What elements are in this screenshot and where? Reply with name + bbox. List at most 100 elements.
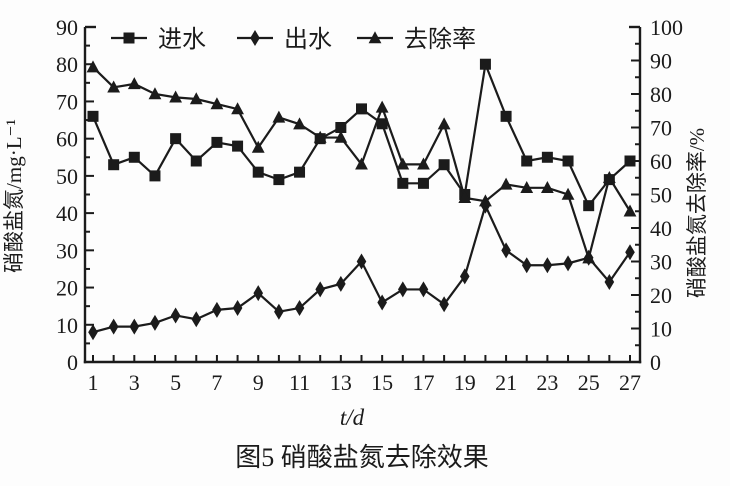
triangle-marker bbox=[127, 77, 141, 90]
x-tick-label: 11 bbox=[289, 370, 310, 395]
triangle-marker bbox=[375, 100, 389, 113]
x-tick-label: 7 bbox=[211, 370, 222, 395]
left-tick-label: 80 bbox=[56, 52, 78, 77]
square-marker bbox=[541, 151, 553, 163]
diamond-marker bbox=[88, 324, 98, 341]
triangle-marker bbox=[561, 187, 575, 200]
diamond-marker bbox=[604, 273, 615, 290]
diamond-marker bbox=[253, 285, 264, 302]
x-tick-label: 21 bbox=[495, 370, 517, 395]
triangle-marker bbox=[602, 170, 616, 183]
triangle-marker bbox=[396, 157, 410, 170]
square-marker bbox=[479, 58, 491, 70]
x-tick-label: 5 bbox=[170, 370, 181, 395]
diamond-marker bbox=[336, 275, 346, 292]
square-marker bbox=[376, 118, 388, 130]
square-marker bbox=[211, 136, 223, 148]
diamond-marker bbox=[150, 314, 160, 331]
diamond-marker bbox=[232, 300, 243, 317]
series-influent bbox=[87, 58, 636, 212]
triangle-marker bbox=[210, 97, 224, 110]
legend-label: 出水 bbox=[284, 26, 332, 53]
diamond-marker bbox=[250, 30, 260, 46]
right-tick-label: 20 bbox=[650, 283, 672, 308]
left-tick-label: 50 bbox=[56, 164, 78, 189]
triangle-marker bbox=[251, 140, 265, 153]
triangle-marker bbox=[582, 251, 596, 264]
triangle-marker bbox=[169, 90, 183, 103]
triangle-marker bbox=[231, 102, 244, 115]
left-axis-title: 硝酸盐氮/mg·L⁻¹ bbox=[2, 119, 26, 273]
x-tick-label: 27 bbox=[619, 370, 641, 395]
diamond-marker bbox=[418, 281, 429, 298]
triangle-marker bbox=[107, 80, 121, 93]
triangle-marker bbox=[499, 177, 513, 190]
left-tick-label: 40 bbox=[56, 201, 78, 226]
right-tick-label: 40 bbox=[650, 216, 672, 241]
triangle-marker bbox=[355, 157, 368, 170]
right-tick-label: 80 bbox=[650, 82, 672, 107]
square-marker bbox=[583, 200, 595, 212]
diamond-marker bbox=[212, 301, 222, 318]
right-tick-label: 10 bbox=[650, 317, 672, 342]
square-marker bbox=[252, 166, 264, 178]
right-tick-label: 90 bbox=[650, 49, 672, 74]
triangle-marker bbox=[417, 157, 430, 170]
legend-label: 进水 bbox=[158, 26, 206, 53]
legend: 进水 出水 去除率 bbox=[111, 26, 476, 53]
left-tick-label: 30 bbox=[56, 238, 78, 263]
series-effluent bbox=[88, 197, 635, 341]
diamond-marker bbox=[521, 257, 532, 274]
square-marker bbox=[417, 177, 429, 189]
right-tick-label: 50 bbox=[650, 183, 672, 208]
x-tick-label: 17 bbox=[412, 370, 434, 395]
left-tick-label: 0 bbox=[67, 350, 78, 375]
x-tick-label: 25 bbox=[578, 370, 600, 395]
diamond-marker bbox=[191, 311, 202, 328]
square-marker bbox=[521, 155, 533, 167]
triangle-marker bbox=[623, 204, 637, 217]
axes: 0 10 20 30 40 50 60 70 80 90 0 10 20 30 40 50 60 70 80 90 10… bbox=[56, 15, 683, 395]
right-tick-label: 0 bbox=[650, 350, 661, 375]
triangle-marker bbox=[479, 194, 492, 207]
right-axis-title: 硝酸盐氮去除率/% bbox=[685, 128, 709, 298]
triangle-marker bbox=[368, 31, 382, 44]
diamond-marker bbox=[315, 281, 325, 298]
left-tick-label: 60 bbox=[56, 127, 78, 152]
diamond-marker bbox=[563, 255, 573, 272]
diamond-marker bbox=[542, 257, 553, 274]
triangle-marker bbox=[272, 110, 286, 123]
left-tick-label: 20 bbox=[56, 276, 78, 301]
triangle-marker bbox=[540, 181, 554, 193]
square-marker bbox=[500, 110, 512, 122]
square-marker bbox=[562, 155, 574, 167]
diamond-marker bbox=[294, 300, 305, 317]
square-marker bbox=[273, 174, 285, 186]
square-marker bbox=[128, 151, 140, 163]
left-tick-label: 90 bbox=[56, 15, 78, 40]
triangle-marker bbox=[189, 92, 203, 105]
x-tick-label: 23 bbox=[536, 370, 558, 395]
data-series bbox=[86, 58, 637, 341]
x-tick-label: 1 bbox=[88, 370, 99, 395]
legend-item-effluent: 出水 bbox=[237, 26, 332, 53]
left-tick-label: 10 bbox=[56, 313, 78, 338]
diamond-marker bbox=[377, 294, 387, 311]
x-axis-title: t/d bbox=[340, 405, 365, 430]
diamond-marker bbox=[129, 318, 140, 335]
diamond-marker bbox=[439, 296, 449, 313]
square-marker bbox=[190, 155, 202, 167]
triangle-marker bbox=[86, 60, 100, 73]
square-marker bbox=[87, 110, 99, 122]
triangle-marker bbox=[148, 87, 162, 100]
square-marker bbox=[170, 133, 182, 145]
x-tick-label: 19 bbox=[454, 370, 476, 395]
x-tick-label: 9 bbox=[253, 370, 264, 395]
series-removal-rate bbox=[86, 60, 637, 264]
right-tick-label: 100 bbox=[650, 15, 683, 40]
square-marker bbox=[149, 170, 161, 182]
triangle-marker bbox=[458, 191, 472, 204]
diamond-marker bbox=[356, 253, 367, 270]
diamond-marker bbox=[398, 281, 408, 298]
